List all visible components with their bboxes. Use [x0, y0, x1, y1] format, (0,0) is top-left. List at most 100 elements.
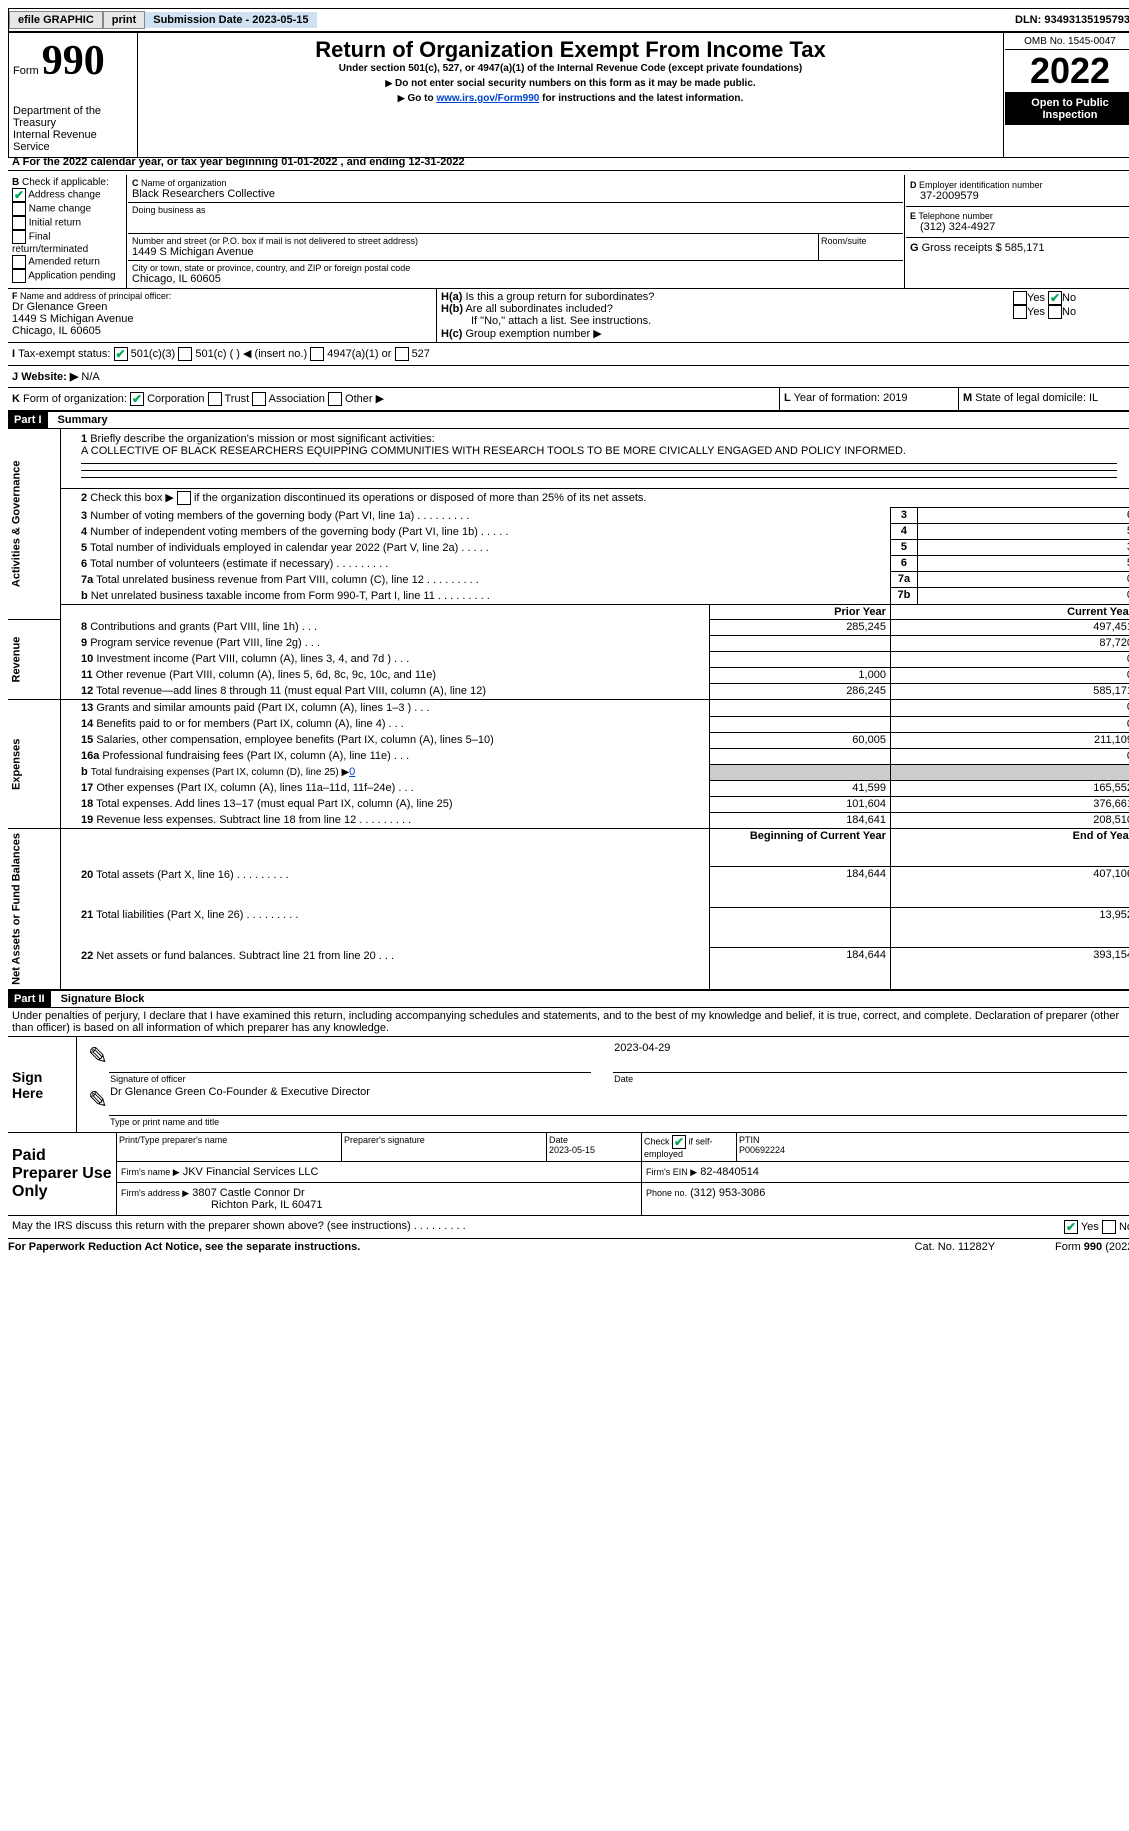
phone: (312) 324-4927 — [910, 221, 1129, 233]
part-2-header: Part II Signature Block — [8, 990, 1129, 1008]
check-amended[interactable] — [12, 255, 26, 269]
hb-label: Are all subordinates included? — [465, 303, 612, 315]
f-label: Name and address of principal officer: — [20, 291, 171, 301]
val-21c: 13,952 — [890, 907, 1129, 948]
check-assoc[interactable] — [252, 392, 266, 406]
check-final[interactable] — [12, 230, 26, 244]
check-4947[interactable] — [310, 347, 324, 361]
sig-date: 2023-04-29 — [613, 1041, 1127, 1072]
val-14p — [709, 716, 890, 732]
line-a: A For the 2022 calendar year, or tax yea… — [8, 154, 1129, 171]
check-501c[interactable] — [178, 347, 192, 361]
arrow-icon — [398, 93, 405, 104]
part-1-header: Part I Summary — [8, 411, 1129, 429]
val-15p: 60,005 — [709, 732, 890, 748]
section-net: Net Assets or Fund Balances — [8, 829, 61, 990]
fundraising-link[interactable]: 0 — [349, 766, 355, 778]
hb-yes[interactable] — [1013, 305, 1027, 319]
efile-button[interactable]: efile GRAPHIC — [9, 11, 103, 29]
ein: 37-2009579 — [910, 190, 1129, 202]
goto-prefix: Go to — [407, 93, 436, 104]
check-other[interactable] — [328, 392, 342, 406]
val-17c: 165,552 — [890, 780, 1129, 796]
b-label: Check if applicable: — [22, 177, 109, 188]
d-label: Employer identification number — [919, 180, 1043, 190]
val-9p — [709, 635, 890, 651]
section-expenses: Expenses — [8, 700, 61, 829]
print-button[interactable]: print — [103, 11, 145, 29]
val-10p — [709, 651, 890, 667]
pen-icon: ✎ — [87, 1085, 109, 1116]
val-13p — [709, 700, 890, 717]
val-10c: 0 — [890, 651, 1129, 667]
g-label: Gross receipts $ — [922, 242, 1002, 254]
prep-sig-label: Preparer's signature — [342, 1133, 547, 1162]
val-7a: 0 — [917, 572, 1129, 588]
state-domicile: State of legal domicile: IL — [975, 392, 1098, 404]
val-15c: 211,109 — [890, 732, 1129, 748]
sign-here: Sign Here — [8, 1037, 77, 1133]
irs-link[interactable]: www.irs.gov/Form990 — [436, 93, 539, 104]
irs-label: Internal Revenue Service — [13, 129, 133, 153]
line-j: J Website: ▶ N/A — [8, 366, 1129, 388]
ssn-warning: Do not enter social security numbers on … — [395, 78, 756, 89]
check-corp[interactable] — [130, 392, 144, 406]
begin-year-header: Beginning of Current Year — [709, 829, 890, 867]
check-self-employed[interactable] — [672, 1135, 686, 1149]
ha-label: Is this a group return for subordinates? — [465, 291, 654, 303]
val-5: 3 — [917, 540, 1129, 556]
addr-label: Number and street (or P.O. box if mail i… — [132, 236, 814, 246]
end-year-header: End of Year — [890, 829, 1129, 867]
prior-year-header: Prior Year — [709, 604, 890, 619]
cat-no: Cat. No. 11282Y — [915, 1241, 996, 1253]
check-app[interactable] — [12, 269, 26, 283]
check-initial[interactable] — [12, 216, 26, 230]
val-11p: 1,000 — [709, 667, 890, 683]
val-17p: 41,599 — [709, 780, 890, 796]
ha-yes[interactable] — [1013, 291, 1027, 305]
val-16ap — [709, 748, 890, 764]
check-trust[interactable] — [208, 392, 222, 406]
prep-date: 2023-05-15 — [549, 1145, 595, 1155]
val-18p: 101,604 — [709, 796, 890, 812]
paid-preparer: Paid Preparer Use Only — [8, 1133, 117, 1216]
check-name[interactable] — [12, 202, 26, 216]
section-revenue: Revenue — [8, 619, 61, 700]
current-year-header: Current Year — [890, 604, 1129, 619]
val-16ac: 0 — [890, 748, 1129, 764]
h-note: If "No," attach a list. See instructions… — [441, 315, 1005, 327]
hc-label: Group exemption number ▶ — [465, 328, 601, 340]
check-501c3[interactable] — [114, 347, 128, 361]
ha-no[interactable] — [1048, 291, 1062, 305]
hb-no[interactable] — [1048, 305, 1062, 319]
website: N/A — [81, 371, 99, 383]
entity-block: B Check if applicable: Address change Na… — [8, 175, 1129, 288]
dln: DLN: 93493135195793 — [1015, 14, 1129, 26]
val-8c: 497,451 — [890, 619, 1129, 635]
check-address[interactable] — [12, 188, 26, 202]
org-name: Black Researchers Collective — [132, 188, 899, 200]
check-discontinued[interactable] — [177, 491, 191, 505]
val-8p: 285,245 — [709, 619, 890, 635]
val-9c: 87,720 — [890, 635, 1129, 651]
val-20p: 184,644 — [709, 867, 890, 908]
ptin: P00692224 — [739, 1145, 785, 1155]
officer-city: Chicago, IL 60605 — [12, 325, 432, 337]
val-20c: 407,106 — [890, 867, 1129, 908]
line-i: I Tax-exempt status: 501(c)(3) 501(c) ( … — [8, 342, 1129, 366]
type-name-label: Type or print name and title — [109, 1116, 1127, 1129]
discuss-no[interactable] — [1102, 1220, 1116, 1234]
check-527[interactable] — [395, 347, 409, 361]
city-label: City or town, state or province, country… — [132, 263, 899, 273]
prep-name-label: Print/Type preparer's name — [117, 1133, 342, 1162]
discuss-yes[interactable] — [1064, 1220, 1078, 1234]
val-12p: 286,245 — [709, 683, 890, 700]
c-name-label: Name of organization — [141, 178, 227, 188]
firm-city: Richton Park, IL 60471 — [121, 1199, 323, 1211]
val-13c: 0 — [890, 700, 1129, 717]
mission-text: A COLLECTIVE OF BLACK RESEARCHERS EQUIPP… — [81, 445, 906, 457]
firm-name: JKV Financial Services LLC — [183, 1166, 319, 1178]
firm-ein: 82-4840514 — [700, 1166, 759, 1178]
form-number: 990 — [42, 38, 105, 84]
city-state-zip: Chicago, IL 60605 — [132, 273, 899, 285]
